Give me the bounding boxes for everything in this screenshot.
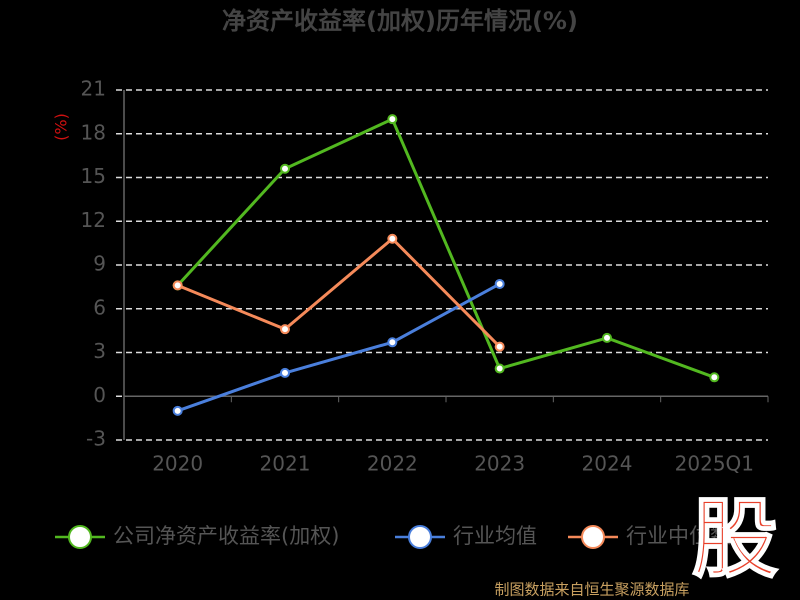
data-point [494,363,505,374]
legend-label: 公司净资产收益率(加权) [113,524,339,548]
series-line [177,236,501,348]
data-point [494,278,505,289]
y-tick-label: 15 [81,164,106,188]
legend-marker [581,525,605,549]
data-point [172,280,183,291]
x-tick-label: 2024 [582,452,633,476]
y-tick-label: -3 [86,427,106,451]
data-point [602,332,612,343]
chart-title: 净资产收益率(加权)历年情况(%) [222,7,578,35]
x-tick-label: 2025Q1 [675,452,754,476]
source-note: 制图数据来自恒生聚源数据库 [494,581,689,599]
y-axis-label: (%) [52,113,71,141]
x-tick-label: 2022 [367,452,418,476]
legend-label: 行业中位数 [626,524,731,548]
y-tick-label: 3 [93,339,106,363]
legend-marker [68,525,92,549]
y-tick-label: 18 [81,120,106,144]
data-point [709,372,720,383]
data-point [387,233,398,244]
data-point [280,324,290,335]
y-tick-label: 0 [93,383,106,407]
legend-marker [408,525,432,549]
x-tick-label: 2023 [474,452,525,476]
data-point [280,367,290,378]
data-point [494,341,505,352]
data-point [172,405,183,416]
x-tick-label: 2020 [152,452,203,476]
y-tick-label: 6 [93,295,106,319]
legend-label: 行业均值 [453,524,537,548]
x-tick-label: 2021 [260,452,311,476]
data-point [280,163,290,174]
y-tick-label: 21 [81,77,106,101]
series-line [177,282,501,413]
y-tick-label: 9 [93,252,106,276]
data-point [387,114,398,125]
y-tick-label: 12 [81,208,106,232]
data-point [387,337,398,348]
series-line [176,117,715,379]
logo: 股 [692,489,778,589]
